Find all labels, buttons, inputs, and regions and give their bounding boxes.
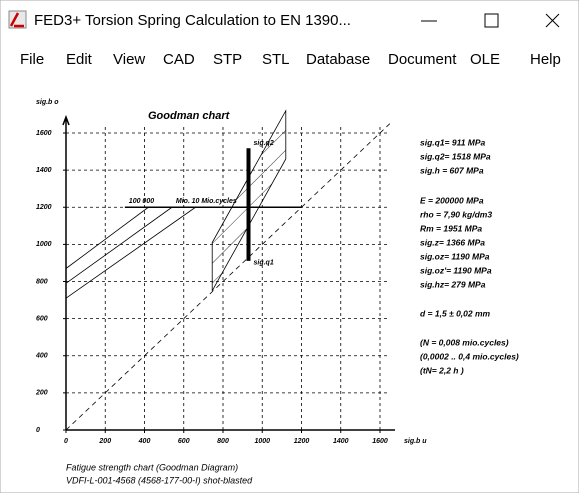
result-line: (N = 0,008 mio.cycles)	[420, 337, 509, 347]
y-tick-label: 400	[35, 353, 48, 360]
y-tick-label: 1600	[36, 130, 52, 137]
menu-item[interactable]: Help	[530, 51, 561, 68]
result-line: sig.q1= 911 MPa	[420, 137, 486, 147]
app-window: FED3+ Torsion Spring Calculation to EN 1…	[0, 0, 579, 493]
menu-item[interactable]: File	[20, 51, 44, 68]
result-line: sig.hz= 279 MPa	[420, 279, 486, 289]
y-tick-label: 1200	[36, 204, 52, 211]
menu-item[interactable]: OLE	[470, 51, 500, 68]
menu-item[interactable]: View	[113, 51, 145, 68]
result-line: (0,0002 .. 0,4 mio.cycles)	[420, 351, 519, 361]
x-tick-label: 400	[138, 438, 151, 445]
menu-item[interactable]: Edit	[66, 51, 93, 68]
x-tick-label: 800	[217, 438, 229, 445]
window-title: FED3+ Torsion Spring Calculation to EN 1…	[34, 12, 351, 29]
y-tick-label: 1000	[36, 241, 52, 248]
page: FED3+ Torsion Spring Calculation to EN 1…	[0, 0, 579, 493]
menu-item[interactable]: CAD	[163, 51, 195, 68]
menu-item[interactable]: STP	[213, 51, 242, 68]
annotation: sig.q1	[254, 260, 274, 267]
x-tick-label: 200	[98, 438, 111, 445]
y-tick-label: 600	[36, 315, 48, 322]
footer-line: VDFI-L-001-4568 (4568-177-00-I) shot-bla…	[66, 475, 253, 485]
annotation: sig.q2	[254, 140, 274, 147]
result-line: sig.oz'= 1190 MPa	[420, 265, 492, 275]
x-tick-label: 1400	[333, 438, 349, 445]
x-axis-label: sig.b u	[404, 438, 427, 445]
result-line: sig.z= 1366 MPa	[420, 237, 485, 247]
result-line: sig.oz= 1190 MPa	[420, 251, 490, 261]
chart-title: Goodman chart	[148, 110, 231, 122]
x-tick-label: 0	[64, 438, 68, 445]
y-tick-label: 0	[36, 427, 40, 434]
result-line: sig.h = 607 MPa	[420, 165, 484, 175]
menu-item[interactable]: STL	[262, 51, 290, 68]
result-line: rho = 7,90 kg/dm3	[420, 209, 492, 219]
x-tick-label: 600	[178, 438, 190, 445]
menu-item[interactable]: Database	[306, 51, 370, 68]
y-tick-label: 200	[35, 390, 48, 397]
result-line: d = 1,5 ± 0,02 mm	[420, 308, 491, 318]
x-tick-label: 1000	[254, 438, 270, 445]
window-frame	[0, 0, 579, 493]
footer-line: Fatigue strength chart (Goodman Diagram)	[66, 462, 238, 472]
x-tick-label: 1600	[372, 438, 388, 445]
x-tick-label: 1200	[294, 438, 310, 445]
y-axis-label: sig.b o	[36, 99, 59, 106]
result-line: sig.q2= 1518 MPa	[420, 151, 491, 161]
annotation: Mio.	[176, 198, 190, 205]
result-line: E = 200000 MPa	[420, 195, 484, 205]
y-tick-label: 800	[36, 278, 48, 285]
annotation: 10 Mio.cycles	[192, 198, 237, 205]
y-tick-label: 1400	[36, 167, 52, 174]
annotation: 100 000	[129, 198, 154, 205]
result-line: Rm = 1951 MPa	[420, 223, 482, 233]
result-line: (tN= 2,2 h )	[420, 365, 464, 375]
app-icon	[9, 11, 26, 28]
menu-item[interactable]: Document	[388, 51, 457, 68]
